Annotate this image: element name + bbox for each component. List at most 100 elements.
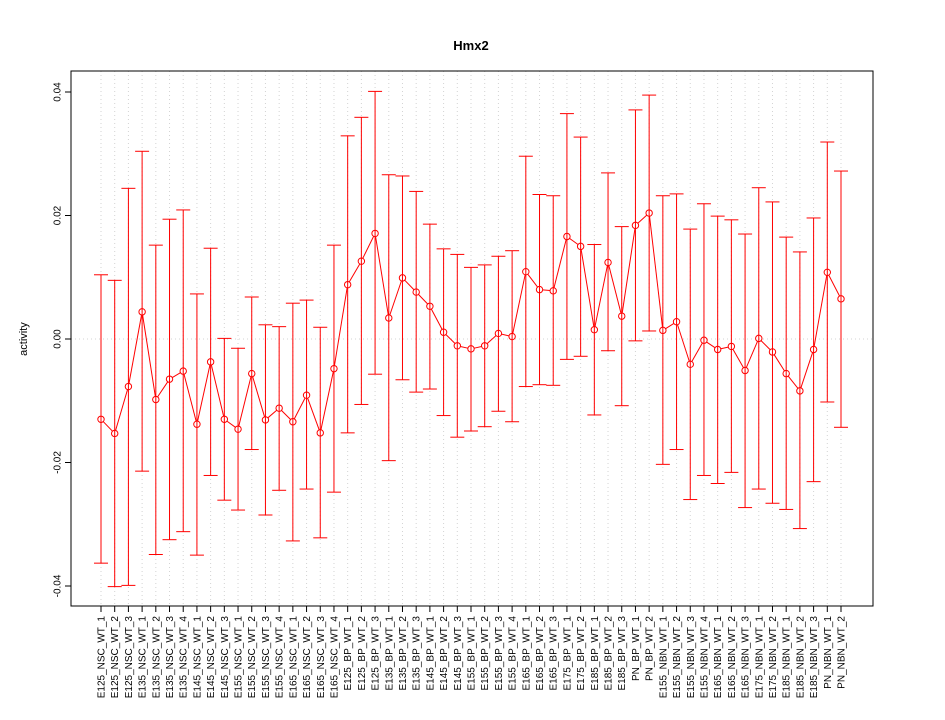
x-tick-label: E165_NBN_WT_1 [713, 616, 724, 699]
x-tick-label: PN_BP_WT_1 [631, 616, 642, 681]
data-point [672, 318, 681, 326]
data-point [206, 358, 215, 366]
data-point [590, 326, 599, 334]
data-point [152, 395, 160, 404]
data-point [111, 429, 119, 438]
series-segment [773, 354, 785, 372]
x-tick-label: E175_BP_WT_2 [576, 616, 587, 691]
data-point [549, 287, 557, 295]
series-segment [389, 280, 402, 316]
data-point [302, 391, 311, 399]
series-line [102, 214, 840, 432]
data-point [727, 342, 736, 351]
series-points [97, 209, 845, 438]
x-tick-label: E145_BP_WT_1 [425, 616, 436, 691]
x-tick-label: E155_NBN_WT_4 [699, 616, 710, 699]
data-point [371, 229, 379, 238]
x-tick-label: E125_NSC_WT_1 [97, 616, 108, 699]
series-segment [128, 314, 143, 384]
data-point [782, 369, 790, 378]
x-tick-label: PN_NBN_WT_1 [823, 616, 834, 689]
x-tick-label: E185_BP_WT_2 [604, 616, 615, 691]
series-segment [418, 294, 429, 305]
data-point [618, 312, 626, 320]
data-point [631, 221, 640, 230]
series-segment [760, 340, 771, 351]
data-point [179, 367, 187, 375]
data-point [576, 242, 585, 251]
x-tick-label: E125_NSC_WT_2 [110, 616, 121, 699]
x-tick-label: PN_BP_WT_2 [645, 616, 656, 681]
chart-title: Hmx2 [453, 38, 488, 53]
series-segment [307, 398, 320, 431]
x-tick-label: E165_NBN_WT_2 [727, 616, 738, 699]
x-tick-label: E175_NBN_WT_2 [768, 616, 779, 699]
data-point [289, 418, 297, 426]
x-tick-label: E155_BP_WT_2 [480, 616, 491, 691]
series-segment [404, 279, 415, 291]
y-tick-label: 0.02 [53, 205, 64, 225]
series-segment [527, 273, 538, 288]
series-segment [226, 420, 236, 428]
series-segment [430, 308, 443, 330]
x-tick-label: E135_NSC_WT_1 [138, 616, 149, 699]
series-segment [172, 372, 181, 378]
x-tick-label: E165_NSC_WT_1 [288, 616, 299, 699]
data-point [357, 257, 366, 265]
x-tick-label: E165_BP_WT_1 [521, 616, 532, 691]
x-tick-label: E135_BP_WT_3 [412, 616, 423, 691]
data-point [823, 268, 831, 277]
x-tick-label: E135_BP_WT_1 [384, 616, 395, 691]
data-point [755, 334, 763, 343]
x-tick-label: E185_BP_WT_1 [590, 616, 601, 691]
data-point [412, 288, 420, 296]
series-segment [348, 263, 361, 283]
series-segment [706, 341, 716, 349]
data-point [837, 295, 845, 303]
data-point [385, 314, 393, 322]
x-tick-label: E175_BP_WT_1 [562, 616, 573, 691]
series-segment [157, 381, 169, 398]
series-segment [474, 346, 482, 349]
data-point [234, 425, 242, 433]
series-segment [333, 287, 348, 366]
x-tick-label: E135_NSC_WT_4 [179, 616, 190, 699]
series-segment [665, 322, 675, 330]
data-point [261, 416, 270, 424]
x-tick-label: E155_BP_WT_4 [508, 616, 519, 691]
data-point [398, 274, 407, 282]
series-segment [197, 364, 211, 422]
data-point [686, 360, 694, 369]
series-segment [621, 228, 636, 314]
data-point [275, 404, 283, 412]
x-tick-label: E135_NSC_WT_2 [151, 616, 162, 699]
series-segment [445, 334, 456, 344]
data-point [124, 382, 133, 391]
data-point [535, 285, 544, 294]
data-point [796, 387, 804, 395]
data-point [165, 375, 174, 383]
series-segment [732, 348, 744, 368]
y-tick-label: -0.02 [53, 451, 64, 474]
data-point [248, 369, 256, 378]
x-tick-label: E125_BP_WT_3 [371, 616, 382, 691]
x-tick-label: E125_BP_WT_2 [357, 616, 368, 691]
series-segment [813, 275, 828, 347]
series-segment [542, 289, 551, 292]
x-tick-label: E155_NSC_WT_1 [234, 616, 245, 699]
data-point [426, 302, 434, 310]
error-bars [94, 90, 848, 588]
grid-lines [71, 71, 873, 606]
x-tick-label: E125_NSC_WT_3 [124, 616, 135, 699]
x-tick-label: E145_BP_WT_3 [453, 616, 464, 691]
series-segment [267, 409, 278, 419]
x-tick-label: E145_NSC_WT_3 [220, 616, 231, 699]
x-tick-label: E155_NBN_WT_2 [672, 616, 683, 699]
series-segment [691, 342, 703, 362]
series-segment [460, 346, 468, 349]
x-tick-label: E175_NBN_WT_1 [754, 616, 765, 699]
x-tick-label: E155_NSC_WT_2 [247, 616, 258, 699]
series-segment [553, 239, 567, 288]
series-segment [362, 236, 375, 259]
